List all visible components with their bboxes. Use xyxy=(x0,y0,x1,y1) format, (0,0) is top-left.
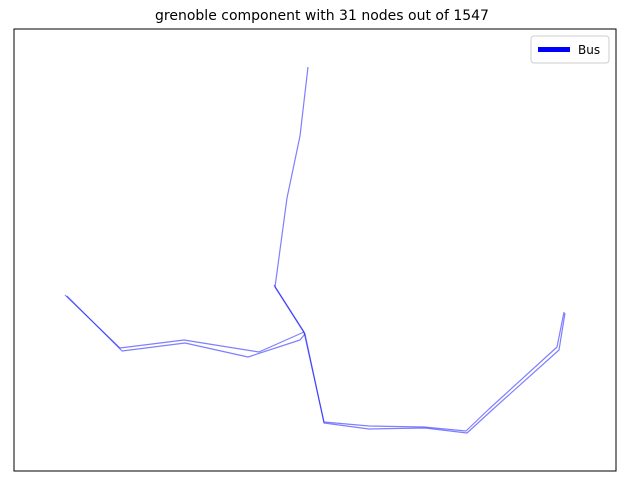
legend: Bus xyxy=(530,35,610,64)
series-0-edge-3 xyxy=(273,284,305,333)
chart-title: grenoble component with 31 nodes out of … xyxy=(155,8,489,24)
plot-area-frame xyxy=(13,28,617,472)
legend-label-bus: Bus xyxy=(578,43,600,57)
series-0-edge-1 xyxy=(64,294,565,432)
series-layer xyxy=(64,66,566,434)
series-0-edge-0 xyxy=(66,295,566,434)
